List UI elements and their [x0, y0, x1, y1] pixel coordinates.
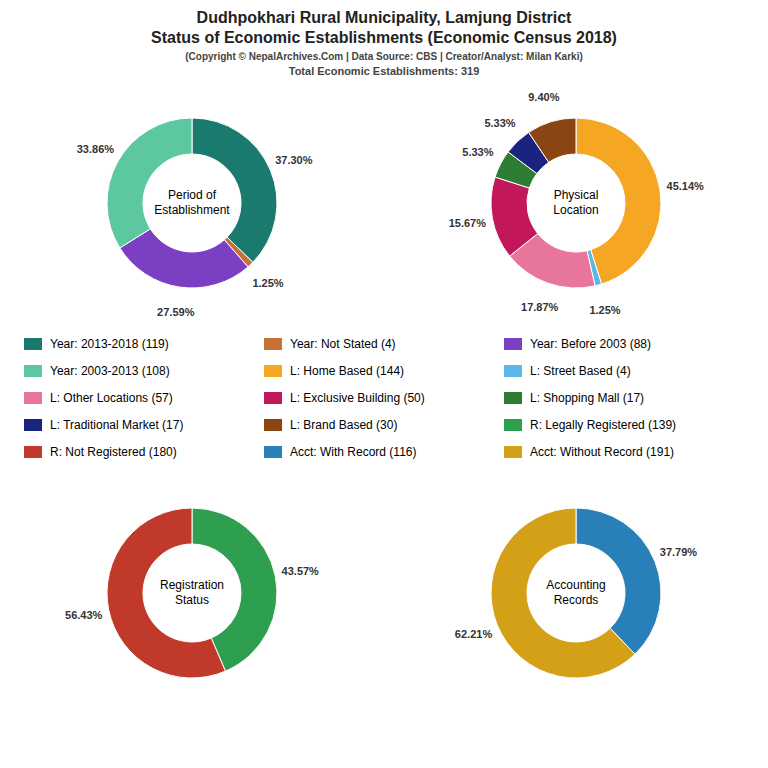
html-text:R: Not Registered (180): R: Not Registered (180) — [50, 445, 177, 460]
html-text:Year: Not Stated (4): Year: Not Stated (4) — [290, 336, 396, 351]
html-text:L: Brand Based (30): L: Brand Based (30) — [290, 418, 398, 433]
html-text:(Copyright © NepalArchives.Com: (Copyright © NepalArchives.Com | Data So… — [185, 51, 583, 62]
svg-text:33.86%: 33.86% — [77, 143, 115, 155]
html-text:Accounting Records: Accounting Records — [546, 578, 606, 607]
html-text:L: Home Based (144): L: Home Based (144) — [290, 363, 405, 378]
svg-text:17.87%: 17.87% — [521, 301, 559, 313]
html-text:Year: 2003-2013 (108): Year: 2003-2013 (108) — [50, 363, 170, 378]
svg-text:27.59%: 27.59% — [157, 306, 195, 318]
svg-text:15.67%: 15.67% — [449, 217, 487, 229]
html-text:Registration Status: Registration Status — [160, 578, 224, 607]
svg-text:62.21%: 62.21% — [455, 628, 493, 640]
html-text:Total Economic Establishments:: Total Economic Establishments: 319 — [288, 65, 480, 77]
html-text:L: Street Based (4): L: Street Based (4) — [530, 363, 631, 378]
svg-text:9.40%: 9.40% — [528, 91, 559, 103]
svg-text:1.25%: 1.25% — [252, 277, 283, 289]
svg-text:37.79%: 37.79% — [660, 546, 698, 558]
svg-text:56.43%: 56.43% — [65, 609, 103, 621]
html-text:L: Exclusive Building (50): L: Exclusive Building (50) — [290, 391, 425, 405]
html-text:R: Legally Registered (139): R: Legally Registered (139) — [530, 418, 677, 433]
html-text:L: Shopping Mall (17): L: Shopping Mall (17) — [530, 391, 645, 405]
svg-text:1.25%: 1.25% — [589, 304, 620, 316]
html-text:Year: 2013-2018 (119): Year: 2013-2018 (119) — [50, 336, 169, 351]
html-text:Acct: Without Record (191): Acct: Without Record (191) — [530, 445, 675, 460]
svg-text:43.57%: 43.57% — [282, 565, 320, 577]
svg-text:5.33%: 5.33% — [462, 146, 493, 158]
html-text:Status of Economic Establishme: Status of Economic Establishments (Econo… — [151, 29, 617, 46]
svg-text:5.33%: 5.33% — [484, 117, 515, 129]
html-text:Year: Before 2003 (88): Year: Before 2003 (88) — [530, 336, 651, 351]
html-text:L: Other Locations (57): L: Other Locations (57) — [50, 391, 173, 405]
html-text:Acct: With Record (116): Acct: With Record (116) — [290, 445, 417, 460]
svg-text:45.14%: 45.14% — [667, 180, 705, 192]
html-text:L: Traditional Market (17): L: Traditional Market (17) — [50, 418, 184, 433]
svg-text:37.30%: 37.30% — [275, 154, 313, 166]
html-text:Physical Location: Physical Location — [553, 188, 599, 217]
html-text:Period of Establishment: Period of Establishment — [154, 188, 230, 217]
html-text:Dudhpokhari Rural Municipality: Dudhpokhari Rural Municipality, Lamjung … — [196, 9, 572, 26]
